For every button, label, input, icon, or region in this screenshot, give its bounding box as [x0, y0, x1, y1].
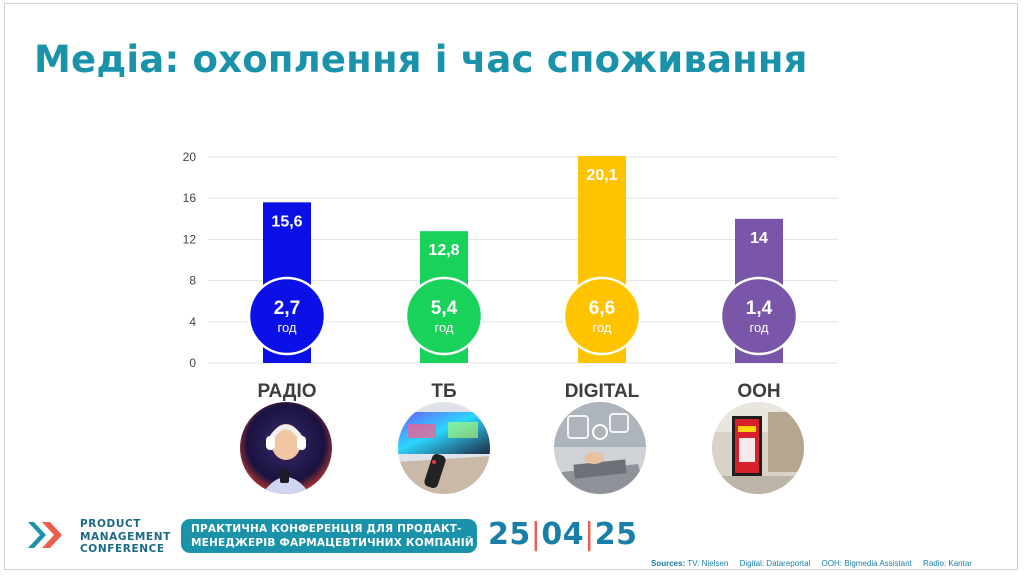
conference-badge: ПРАКТИЧНА КОНФЕРЕНЦІЯ ДЛЯ ПРОДАКТ- МЕНЕД… — [181, 519, 477, 553]
category-label: РАДІО — [257, 381, 316, 402]
conference-line: МЕНЕДЖЕРІВ ФАРМАЦЕВТИЧНИХ КОМПАНІЙ — [191, 537, 474, 549]
time-value-label: 2,7 — [274, 298, 300, 319]
category-label: OOH — [737, 381, 780, 402]
bar-value-label: 15,6 — [271, 213, 302, 230]
girl-headphones-photo-icon — [240, 402, 332, 494]
conference-line: ПРАКТИЧНА КОНФЕРЕНЦІЯ ДЛЯ ПРОДАКТ- — [191, 523, 462, 535]
time-unit-label: год — [278, 320, 297, 335]
conference-logo-icon — [28, 522, 62, 548]
time-value-label: 6,6 — [589, 298, 615, 319]
date-day: 25 — [488, 517, 531, 552]
time-value-label: 1,4 — [746, 298, 773, 319]
bar-value-label: 12,8 — [428, 242, 459, 259]
bar-value-label: 14 — [750, 230, 768, 247]
slide-frame — [4, 3, 1018, 570]
page-title: Медіа: охоплення і час споживання — [34, 38, 808, 81]
source-digital: Digital: Datareportal — [739, 559, 811, 568]
sources-label: Sources: — [651, 559, 686, 568]
billboard-ooh-photo-icon — [712, 402, 804, 494]
y-tick-label: 0 — [189, 356, 196, 370]
date-separator: | — [584, 517, 595, 552]
brand-line: PRODUCT — [80, 518, 142, 530]
date-year: 25 — [594, 517, 638, 552]
sources-note: Sources: TV: Nielsen Digital: Datareport… — [651, 559, 981, 568]
category-label: ТБ — [431, 381, 456, 402]
brand-line: MANAGEMENT — [80, 530, 171, 543]
date-separator: | — [530, 517, 542, 552]
time-circle — [247, 276, 327, 356]
bar-value-label: 20,1 — [586, 167, 617, 184]
time-unit-label: год — [435, 320, 454, 335]
y-tick-label: 16 — [183, 191, 197, 205]
source-tv: TV: Nielsen — [687, 559, 729, 568]
laptop-digital-photo-icon — [554, 402, 646, 494]
brand-name: PRODUCT MANAGEMENT CONFERENCE — [80, 518, 171, 556]
tv-remote-photo-icon — [398, 402, 490, 494]
time-circle — [562, 276, 642, 356]
time-circle — [719, 276, 799, 356]
category-label: DIGITAL — [565, 381, 640, 402]
time-unit-label: год — [593, 320, 612, 335]
y-tick-label: 20 — [183, 150, 197, 164]
source-ooh: OOH: Bigmedia Assistant — [821, 559, 912, 568]
brand-line: CONFERENCE — [80, 543, 165, 555]
time-unit-label: год — [750, 320, 769, 335]
source-radio: Radio: Kantar — [923, 559, 972, 568]
time-value-label: 5,4 — [431, 298, 458, 319]
y-tick-label: 12 — [183, 232, 197, 246]
y-tick-label: 8 — [189, 274, 196, 288]
y-tick-label: 4 — [189, 315, 196, 329]
time-circle — [404, 276, 484, 356]
date-month: 04 — [541, 517, 585, 552]
conference-date: 25|04|25 — [488, 517, 637, 552]
